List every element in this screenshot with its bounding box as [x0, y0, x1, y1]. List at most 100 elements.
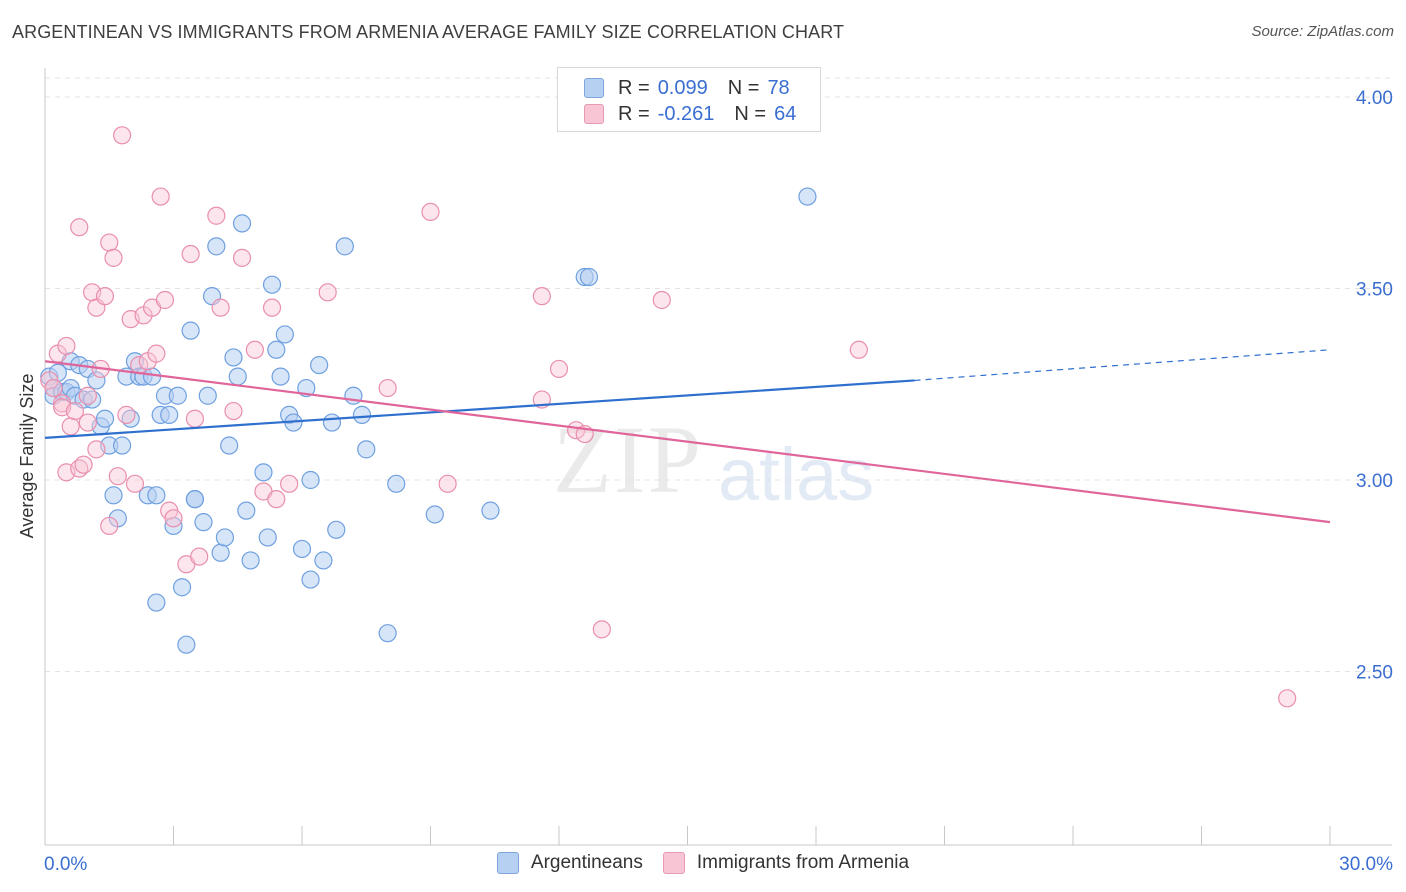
data-point-argentineans — [207, 237, 226, 256]
data-point-armenia — [262, 298, 282, 317]
data-point-armenia — [70, 218, 89, 237]
data-point-argentineans — [185, 490, 205, 509]
data-point-argentineans — [168, 386, 187, 405]
data-point-armenia — [155, 290, 175, 310]
data-point-armenia — [190, 547, 209, 566]
data-point-argentineans — [322, 413, 342, 432]
data-point-armenia — [74, 455, 93, 474]
chart-title: ARGENTINEAN VS IMMIGRANTS FROM ARMENIA A… — [12, 22, 845, 42]
data-point-armenia — [567, 421, 586, 440]
data-point-argentineans — [220, 436, 239, 455]
n-value: 78 — [767, 76, 790, 99]
trend-line-argentineans — [44, 379, 915, 439]
r-label: R = — [618, 102, 650, 125]
n-value: 64 — [774, 102, 797, 125]
data-point-argentineans — [352, 405, 372, 424]
legend-row-armenia: R = -0.261 N = 64 — [584, 102, 796, 126]
data-point-argentineans — [104, 486, 123, 505]
data-point-argentineans — [292, 539, 312, 559]
data-point-armenia — [652, 290, 671, 310]
legend-item-argentineans[interactable]: Argentineans — [496, 852, 643, 874]
data-point-argentineans — [177, 635, 196, 654]
data-point-argentineans — [147, 486, 166, 505]
data-point-armenia — [78, 386, 97, 405]
data-point-armenia — [532, 287, 551, 306]
data-point-argentineans — [95, 409, 115, 428]
r-value: 0.099 — [657, 76, 708, 99]
x-tick-label: 30.0% — [1339, 854, 1393, 875]
data-point-armenia — [280, 474, 299, 493]
data-point-armenia — [438, 474, 457, 493]
swatch-blue — [584, 78, 604, 98]
data-point-armenia — [151, 187, 170, 206]
data-point-argentineans — [378, 624, 397, 643]
data-point-armenia — [100, 516, 119, 536]
data-point-armenia — [224, 401, 243, 421]
legend-item-armenia[interactable]: Immigrants from Armenia — [662, 852, 909, 874]
data-point-argentineans — [301, 470, 320, 490]
data-point-argentineans — [211, 543, 230, 562]
watermark-atlas: atlas — [718, 433, 875, 516]
x-tick-label: 0.0% — [44, 854, 87, 875]
data-point-armenia — [147, 344, 166, 363]
data-point-argentineans — [301, 570, 320, 589]
trend-lines — [44, 349, 1331, 524]
trend-line-argentineans-extrapolated — [914, 349, 1331, 382]
swatch-blue — [496, 852, 519, 874]
data-point-armenia — [318, 283, 337, 302]
data-point-armenia — [1278, 689, 1297, 708]
data-point-argentineans — [112, 436, 132, 455]
data-point-argentineans — [579, 267, 599, 287]
data-point-armenia — [378, 378, 397, 398]
data-point-argentineans — [314, 551, 333, 570]
data-point-armenia — [207, 206, 226, 225]
data-point-argentineans — [241, 551, 260, 570]
data-point-armenia — [117, 405, 136, 424]
data-point-argentineans — [258, 528, 277, 547]
data-point-armenia — [112, 126, 132, 145]
data-point-armenia — [211, 298, 230, 317]
trend-line-armenia — [44, 360, 1331, 524]
axes — [44, 68, 1392, 846]
data-point-argentineans — [224, 348, 243, 367]
data-point-argentineans — [335, 237, 354, 256]
data-point-armenia — [245, 340, 264, 359]
data-point-armenia — [267, 490, 286, 509]
series-armenia — [40, 126, 1297, 708]
data-point-armenia — [421, 202, 440, 221]
r-value: -0.261 — [657, 102, 715, 125]
data-point-argentineans — [297, 378, 316, 398]
data-point-argentineans — [232, 214, 252, 233]
data-point-argentineans — [271, 367, 290, 386]
y-tick-label: 3.00 — [1356, 471, 1393, 492]
source-credit: Source: ZipAtlas.com — [1251, 23, 1394, 40]
data-point-argentineans — [194, 513, 213, 532]
data-point-argentineans — [275, 325, 294, 344]
data-point-argentineans — [387, 474, 406, 493]
r-label: R = — [618, 76, 650, 99]
data-point-argentineans — [327, 520, 346, 539]
series-legend: Argentineans Immigrants from Armenia — [0, 852, 1406, 874]
swatch-pink — [662, 852, 685, 874]
data-point-armenia — [100, 233, 119, 252]
legend-label-argentineans: Argentineans — [530, 852, 643, 873]
y-tick-label: 2.50 — [1356, 663, 1393, 684]
data-point-argentineans — [425, 505, 444, 524]
data-point-armenia — [125, 474, 145, 493]
data-point-armenia — [185, 409, 205, 428]
data-point-argentineans — [267, 340, 286, 359]
data-point-argentineans — [172, 578, 192, 597]
data-point-argentineans — [181, 321, 200, 340]
data-point-argentineans — [310, 356, 329, 375]
n-label: N = — [734, 102, 767, 125]
y-axis-label: Average Family Size — [17, 374, 37, 539]
data-point-argentineans — [87, 371, 106, 390]
data-point-argentineans — [228, 367, 247, 386]
data-point-armenia — [78, 413, 97, 432]
data-point-armenia — [95, 287, 115, 306]
axis-labels: 2.50 3.00 3.50 4.00 0.0% 30.0% Average Family … — [17, 88, 1393, 875]
data-point-armenia — [549, 359, 569, 379]
data-point-argentineans — [198, 386, 217, 405]
data-point-argentineans — [160, 405, 179, 424]
data-point-armenia — [57, 336, 76, 356]
